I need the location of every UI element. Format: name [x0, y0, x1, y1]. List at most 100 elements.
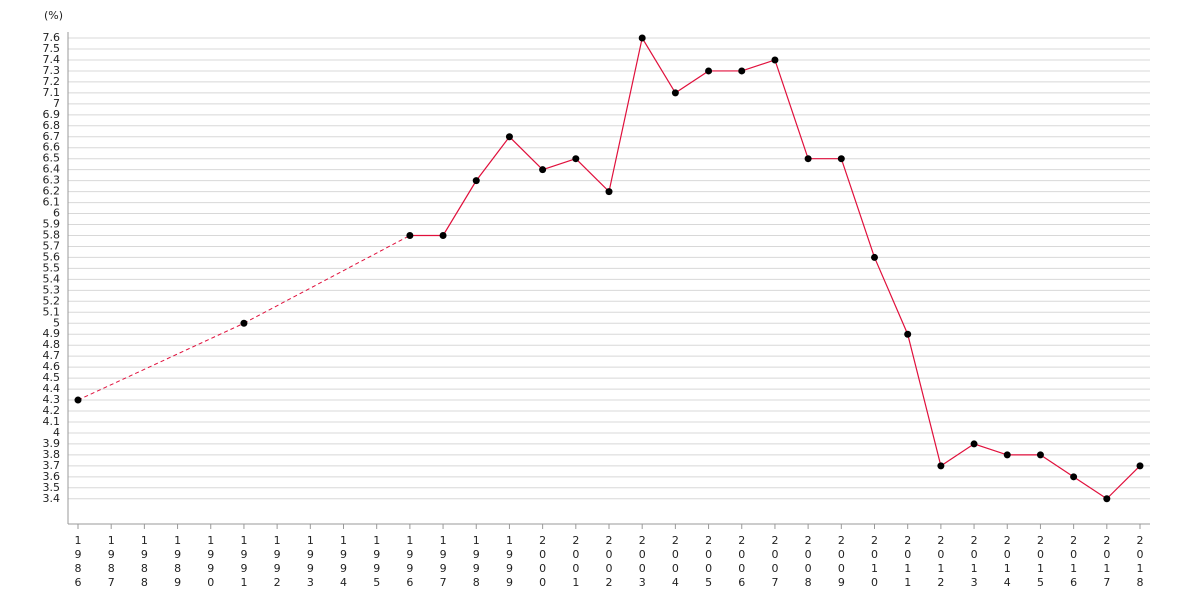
y-tick-label: 7.3 [43, 64, 61, 77]
x-tick-label: 1997 [437, 534, 450, 590]
x-tick-label: 2007 [768, 534, 781, 590]
y-tick-label: 5.2 [43, 294, 61, 307]
x-tick-label: 2003 [636, 534, 649, 590]
point [1136, 462, 1144, 470]
x-tick-label: 1991 [237, 534, 250, 590]
point [74, 396, 82, 404]
y-tick-label: 6.8 [43, 119, 61, 132]
y-tick-label: 7.5 [43, 42, 61, 55]
x-tick-label: 2000 [536, 534, 549, 590]
y-tick-label: 4.5 [43, 371, 61, 384]
y-tick-label: 5.4 [43, 272, 61, 285]
point [771, 56, 779, 64]
y-tick-label: 5.8 [43, 228, 61, 241]
point [505, 133, 513, 141]
x-tick-label: 1995 [370, 534, 383, 590]
unit-label: (%) [44, 9, 63, 22]
point [1103, 495, 1111, 503]
x-tick-label: 2018 [1134, 534, 1147, 590]
y-tick-label: 6 [53, 207, 60, 220]
y-tick-label: 7.4 [43, 53, 61, 66]
point [871, 253, 878, 261]
y-tick-label: 6.5 [43, 152, 61, 165]
point [705, 67, 713, 75]
x-tick-label: 1999 [503, 534, 516, 590]
point [638, 34, 646, 42]
y-tick-label: 6.1 [43, 196, 61, 209]
x-tick-label: 2012 [934, 534, 947, 590]
x-tick-label: 2008 [802, 534, 815, 590]
point [904, 330, 912, 338]
y-tick-label: 4.3 [43, 393, 61, 406]
point [1003, 451, 1011, 459]
point [472, 177, 480, 185]
x-tick-label: 2016 [1067, 534, 1080, 590]
y-tick-label: 3.5 [43, 481, 61, 494]
point [406, 231, 414, 239]
y-tick-label: 7 [53, 97, 60, 110]
y-tick-label: 4.4 [43, 382, 61, 395]
x-tick-label: 2014 [1001, 534, 1014, 590]
point [1070, 473, 1078, 481]
y-tick-label: 4.1 [43, 415, 61, 428]
y-tick-label: 4.2 [43, 404, 61, 417]
x-tick-label: 2005 [702, 534, 715, 590]
y-tick-label: 5.9 [43, 218, 61, 231]
x-tick-label: 2011 [901, 534, 914, 590]
y-tick-label: 6.2 [43, 185, 61, 198]
y-tick-label: 3.6 [43, 470, 61, 483]
x-tick-label: 2013 [968, 534, 981, 590]
x-tick-label: 1996 [403, 534, 416, 590]
point [1036, 451, 1044, 459]
y-tick-label: 6.4 [43, 163, 61, 176]
gap-line [77, 322, 245, 401]
y-tick-label: 7.6 [43, 31, 61, 44]
x-tick-label: 2002 [603, 534, 616, 590]
x-tick-label: 2015 [1034, 534, 1047, 590]
y-tick-label: 5 [53, 316, 60, 329]
y-tick-label: 5.1 [43, 305, 61, 318]
y-tick-label: 6.7 [43, 130, 61, 143]
y-tick-label: 4.8 [43, 338, 61, 351]
x-tick-label: 1990 [204, 534, 217, 590]
y-tick-label: 3.4 [43, 492, 61, 505]
y-tick-label: 6.9 [43, 108, 61, 121]
x-tick-label: 1992 [271, 534, 284, 590]
gap-line [243, 235, 411, 324]
point [240, 319, 248, 327]
x-tick-label: 1994 [337, 534, 350, 590]
y-tick-label: 3.7 [43, 459, 61, 472]
point [738, 67, 746, 75]
y-tick-label: 6.3 [43, 174, 61, 187]
y-tick-label: 5.7 [43, 239, 61, 252]
point [605, 188, 613, 196]
point [671, 89, 679, 97]
x-tick-label: 2017 [1100, 534, 1113, 590]
x-tick-label: 1993 [304, 534, 317, 590]
y-tick-label: 4.6 [43, 360, 61, 373]
y-tick-label: 4.7 [43, 349, 61, 362]
x-tick-label: 1988 [138, 534, 151, 590]
x-tick-label: 2001 [569, 534, 582, 590]
y-tick-label: 6.6 [43, 141, 61, 154]
point [804, 155, 812, 163]
point [572, 155, 580, 163]
point [539, 166, 547, 174]
point [937, 462, 945, 470]
y-tick-label: 5.6 [43, 250, 61, 263]
y-tick-label: 3.8 [43, 448, 61, 461]
x-tick-label: 2009 [835, 534, 848, 590]
x-tick-label: 1987 [105, 534, 118, 590]
y-tick-label: 4.9 [43, 327, 61, 340]
x-tick-label: 1989 [171, 534, 184, 590]
x-tick-label: 1998 [470, 534, 483, 590]
y-tick-label: 3.9 [43, 437, 61, 450]
y-tick-label: 7.1 [43, 86, 61, 99]
x-tick-label: 2004 [669, 534, 682, 590]
x-tick-label: 2010 [868, 534, 881, 590]
y-tick-label: 7.2 [43, 75, 61, 88]
y-tick-label: 5.3 [43, 283, 61, 296]
point [970, 440, 978, 448]
y-tick-label: 5.5 [43, 261, 61, 274]
